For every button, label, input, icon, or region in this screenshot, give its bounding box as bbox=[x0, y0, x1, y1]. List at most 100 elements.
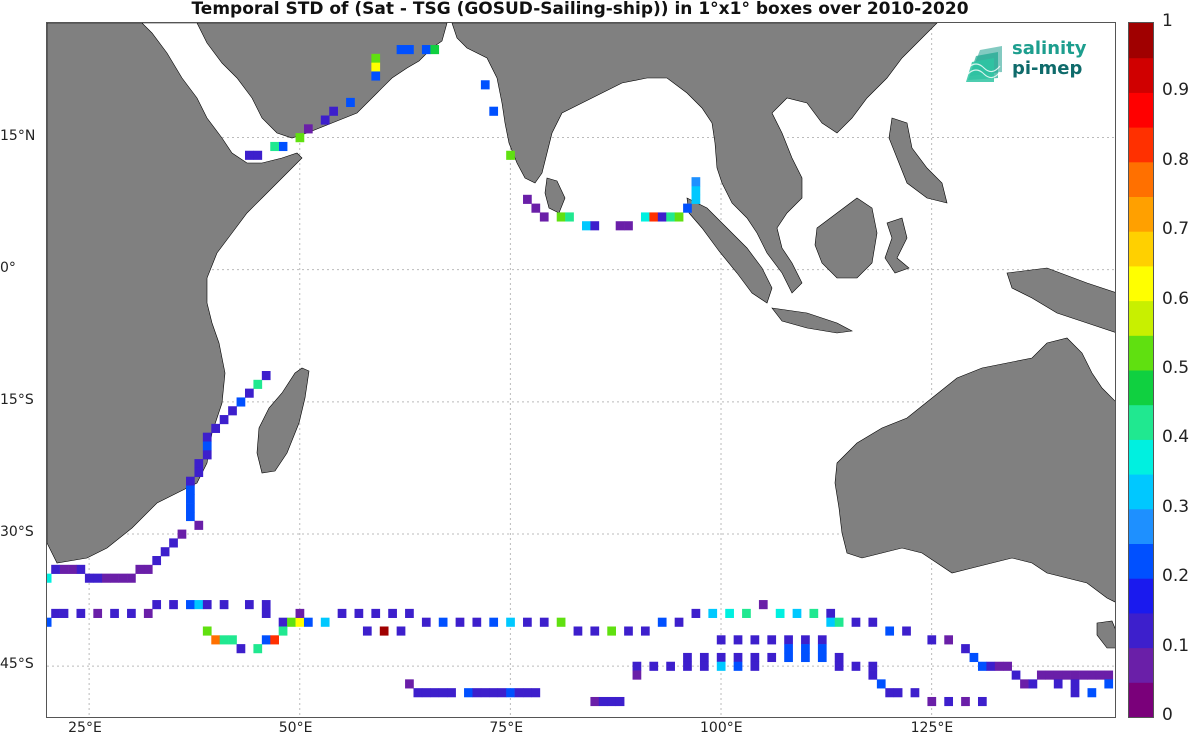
data-cell bbox=[186, 476, 195, 486]
data-cell bbox=[295, 608, 305, 618]
data-cell bbox=[969, 652, 979, 663]
colorbar-segment bbox=[1129, 682, 1153, 718]
data-cell bbox=[489, 106, 499, 116]
data-cell bbox=[640, 212, 650, 222]
data-cell bbox=[51, 564, 60, 574]
data-cell bbox=[489, 617, 499, 627]
data-cell bbox=[716, 652, 726, 663]
data-cell bbox=[379, 626, 389, 636]
data-cell bbox=[750, 661, 760, 671]
data-cell bbox=[565, 212, 574, 222]
x-tick-label: 50°E bbox=[278, 720, 313, 736]
data-cell bbox=[1087, 670, 1097, 680]
data-cell bbox=[270, 635, 279, 645]
data-cell bbox=[219, 600, 229, 610]
data-cell bbox=[902, 626, 911, 636]
data-cell bbox=[421, 688, 431, 698]
data-cell bbox=[674, 212, 684, 222]
data-cell bbox=[817, 652, 827, 663]
data-cell bbox=[186, 511, 195, 522]
data-cell bbox=[110, 608, 119, 618]
data-cell bbox=[615, 696, 625, 707]
data-cell bbox=[615, 221, 625, 231]
data-cell bbox=[1053, 670, 1063, 680]
data-cell bbox=[143, 608, 153, 618]
colorbar-segment bbox=[1129, 57, 1153, 93]
data-cell bbox=[489, 688, 499, 698]
data-cell bbox=[169, 538, 178, 548]
data-cell bbox=[657, 212, 667, 222]
data-cell bbox=[261, 600, 271, 610]
data-cell bbox=[76, 564, 86, 574]
data-cell bbox=[194, 600, 204, 610]
data-cell bbox=[716, 635, 726, 645]
data-cell bbox=[219, 635, 229, 645]
data-cell bbox=[228, 406, 237, 416]
data-cell bbox=[202, 432, 212, 442]
data-cell bbox=[582, 221, 591, 231]
data-cell bbox=[127, 573, 136, 583]
colorbar-segment bbox=[1129, 335, 1153, 371]
data-cell bbox=[531, 688, 541, 698]
colorbar-segment bbox=[1129, 231, 1153, 267]
land-tasmania bbox=[1096, 620, 1115, 649]
y-tick-label: 45°S bbox=[0, 656, 34, 673]
data-cell bbox=[640, 626, 650, 636]
logo-text-pimep: pi-mep bbox=[1012, 58, 1083, 79]
land-australia bbox=[834, 337, 1115, 603]
colorbar-tick-label: 0.7 bbox=[1162, 219, 1190, 240]
data-cell bbox=[1095, 670, 1105, 680]
data-cell bbox=[194, 520, 204, 530]
data-cell bbox=[657, 617, 667, 627]
colorbar-segment bbox=[1129, 508, 1153, 544]
data-cell bbox=[801, 652, 810, 663]
data-cell bbox=[784, 644, 793, 654]
data-cell bbox=[1104, 679, 1114, 689]
data-cell bbox=[270, 141, 279, 152]
data-cell bbox=[961, 696, 970, 707]
data-cell bbox=[523, 688, 532, 698]
data-cell bbox=[421, 45, 431, 55]
data-cell bbox=[464, 688, 473, 698]
x-tick-label: 75°E bbox=[489, 720, 524, 736]
land-new-guinea bbox=[1006, 267, 1115, 333]
data-cell bbox=[430, 45, 440, 55]
data-cell bbox=[742, 608, 751, 618]
data-cell bbox=[371, 53, 381, 63]
data-cell bbox=[699, 652, 709, 663]
data-cell bbox=[573, 626, 583, 636]
data-cell bbox=[607, 696, 617, 707]
land-sumatra bbox=[686, 197, 773, 304]
data-cell bbox=[927, 635, 937, 645]
data-cell bbox=[47, 573, 52, 583]
data-cell bbox=[202, 441, 212, 451]
map-area bbox=[46, 22, 1116, 718]
data-cell bbox=[699, 661, 709, 671]
data-cell bbox=[371, 71, 381, 81]
data-cell bbox=[523, 617, 532, 627]
data-cell bbox=[396, 626, 406, 636]
data-cell bbox=[758, 600, 768, 610]
data-cell bbox=[834, 661, 844, 671]
data-cell bbox=[607, 626, 617, 636]
data-cell bbox=[691, 194, 701, 204]
data-cell bbox=[194, 467, 204, 478]
data-cell bbox=[455, 617, 465, 627]
data-cell bbox=[186, 485, 195, 495]
x-tick-label: 25°E bbox=[68, 720, 102, 736]
data-cell bbox=[261, 608, 271, 618]
data-cell bbox=[817, 644, 827, 654]
data-cell bbox=[261, 635, 271, 645]
data-cell bbox=[480, 80, 490, 90]
colorbar-segment bbox=[1129, 265, 1153, 302]
x-tick-label: 100°E bbox=[700, 720, 743, 736]
data-cell bbox=[834, 652, 844, 663]
data-cell bbox=[910, 688, 920, 698]
colorbar-segment bbox=[1129, 474, 1153, 510]
colorbar-segment bbox=[1129, 439, 1153, 475]
data-cell bbox=[598, 696, 608, 707]
data-cell bbox=[1028, 679, 1038, 689]
data-cell bbox=[211, 635, 221, 645]
data-cell bbox=[421, 617, 431, 627]
data-cell bbox=[295, 133, 305, 143]
